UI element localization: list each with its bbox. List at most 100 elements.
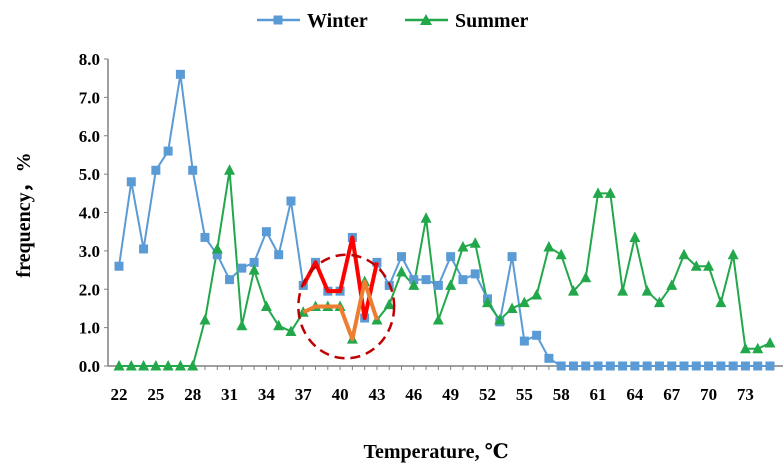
point-winter: [446, 252, 456, 262]
x-tick-label: 46: [405, 385, 422, 404]
point-summer: [531, 289, 543, 300]
point-winter: [163, 146, 173, 156]
x-tick-label: 49: [442, 385, 459, 404]
point-winter: [249, 257, 259, 267]
point-summer: [383, 298, 395, 310]
point-winter: [716, 361, 726, 371]
y-tick-label: 8.0: [79, 50, 100, 69]
point-summer: [653, 296, 665, 308]
point-winter: [605, 361, 615, 371]
point-summer: [248, 264, 260, 275]
point-summer: [629, 231, 641, 242]
point-winter: [667, 361, 677, 371]
x-tick-label: 37: [295, 385, 313, 404]
x-tick-label: 73: [737, 385, 754, 404]
x-axis-title: Temperature, ℃: [363, 441, 508, 463]
point-winter: [421, 275, 431, 285]
y-tick-label: 7.0: [79, 88, 100, 107]
x-tick-label: 58: [553, 385, 570, 404]
point-winter: [765, 361, 775, 371]
point-winter: [581, 361, 591, 371]
point-summer: [150, 360, 162, 371]
x-tick-label: 55: [516, 385, 533, 404]
series-summer-line: [119, 169, 771, 367]
point-summer: [236, 319, 248, 331]
point-winter: [126, 177, 136, 187]
x-tick-label: 40: [332, 385, 349, 404]
point-summer: [396, 265, 408, 277]
y-tick-label: 3.0: [79, 242, 100, 261]
point-summer: [555, 248, 567, 260]
point-winter: [728, 361, 738, 371]
point-winter: [740, 361, 750, 371]
point-summer: [592, 187, 604, 198]
y-tick-label: 2.0: [79, 280, 100, 299]
highlight-line: [301, 235, 379, 321]
point-winter: [753, 361, 763, 371]
highlight-line: [302, 279, 379, 342]
point-summer: [506, 302, 518, 313]
point-summer: [739, 342, 751, 354]
point-winter: [470, 269, 480, 279]
point-winter: [568, 361, 578, 371]
point-summer: [469, 237, 481, 248]
point-summer: [174, 360, 186, 371]
point-summer: [187, 360, 199, 371]
y-tick-label: 5.0: [79, 165, 100, 184]
point-winter: [237, 263, 247, 273]
x-tick-label: 52: [479, 385, 496, 404]
point-summer: [727, 248, 739, 260]
point-winter: [630, 361, 640, 371]
point-summer: [420, 212, 432, 223]
point-summer: [690, 260, 702, 271]
point-winter: [397, 252, 407, 262]
point-winter: [114, 261, 124, 271]
point-winter: [556, 361, 566, 371]
legend-winter-label: Winter: [307, 10, 368, 32]
point-winter: [175, 69, 185, 79]
point-winter: [544, 353, 554, 363]
legend: Winter Summer: [257, 10, 528, 32]
point-summer: [273, 319, 285, 331]
point-winter: [654, 361, 664, 371]
point-winter: [433, 280, 443, 290]
point-summer: [445, 279, 457, 290]
point-winter: [679, 361, 689, 371]
y-tick-label: 1.0: [79, 319, 100, 338]
point-winter: [691, 361, 701, 371]
point-winter: [593, 361, 603, 371]
point-summer: [666, 279, 678, 290]
x-tick-label: 67: [663, 385, 681, 404]
point-summer: [604, 187, 616, 198]
point-summer: [567, 285, 579, 296]
point-winter: [618, 361, 628, 371]
point-summer: [494, 313, 506, 325]
x-tick-label: 61: [590, 385, 607, 404]
highlight-ellipse: [297, 253, 396, 360]
y-axis-title: frequency，%: [13, 152, 35, 277]
x-tick-label: 25: [147, 385, 164, 404]
point-winter: [200, 232, 210, 242]
point-summer: [113, 360, 125, 371]
x-tick-label: 64: [626, 385, 644, 404]
point-summer: [211, 242, 223, 254]
point-summer: [408, 279, 420, 290]
x-tick-label: 22: [111, 385, 128, 404]
point-summer: [518, 296, 530, 308]
point-summer: [641, 285, 653, 296]
legend-summer-marker: [420, 14, 432, 25]
point-summer: [678, 248, 690, 260]
point-winter: [151, 165, 161, 175]
point-summer: [764, 336, 776, 348]
point-summer: [162, 360, 174, 371]
point-summer: [617, 285, 629, 296]
point-summer: [125, 360, 137, 371]
axes: 0.0 1.0 2.0 3.0 4.0 5.0 6.0 7.0 8.0 22 25 28 31 34 37 4…: [79, 50, 783, 404]
point-summer: [543, 241, 555, 252]
x-tick-label: 70: [700, 385, 717, 404]
point-summer: [199, 313, 211, 325]
point-winter: [519, 336, 529, 346]
point-winter: [704, 361, 714, 371]
point-winter: [458, 275, 468, 285]
